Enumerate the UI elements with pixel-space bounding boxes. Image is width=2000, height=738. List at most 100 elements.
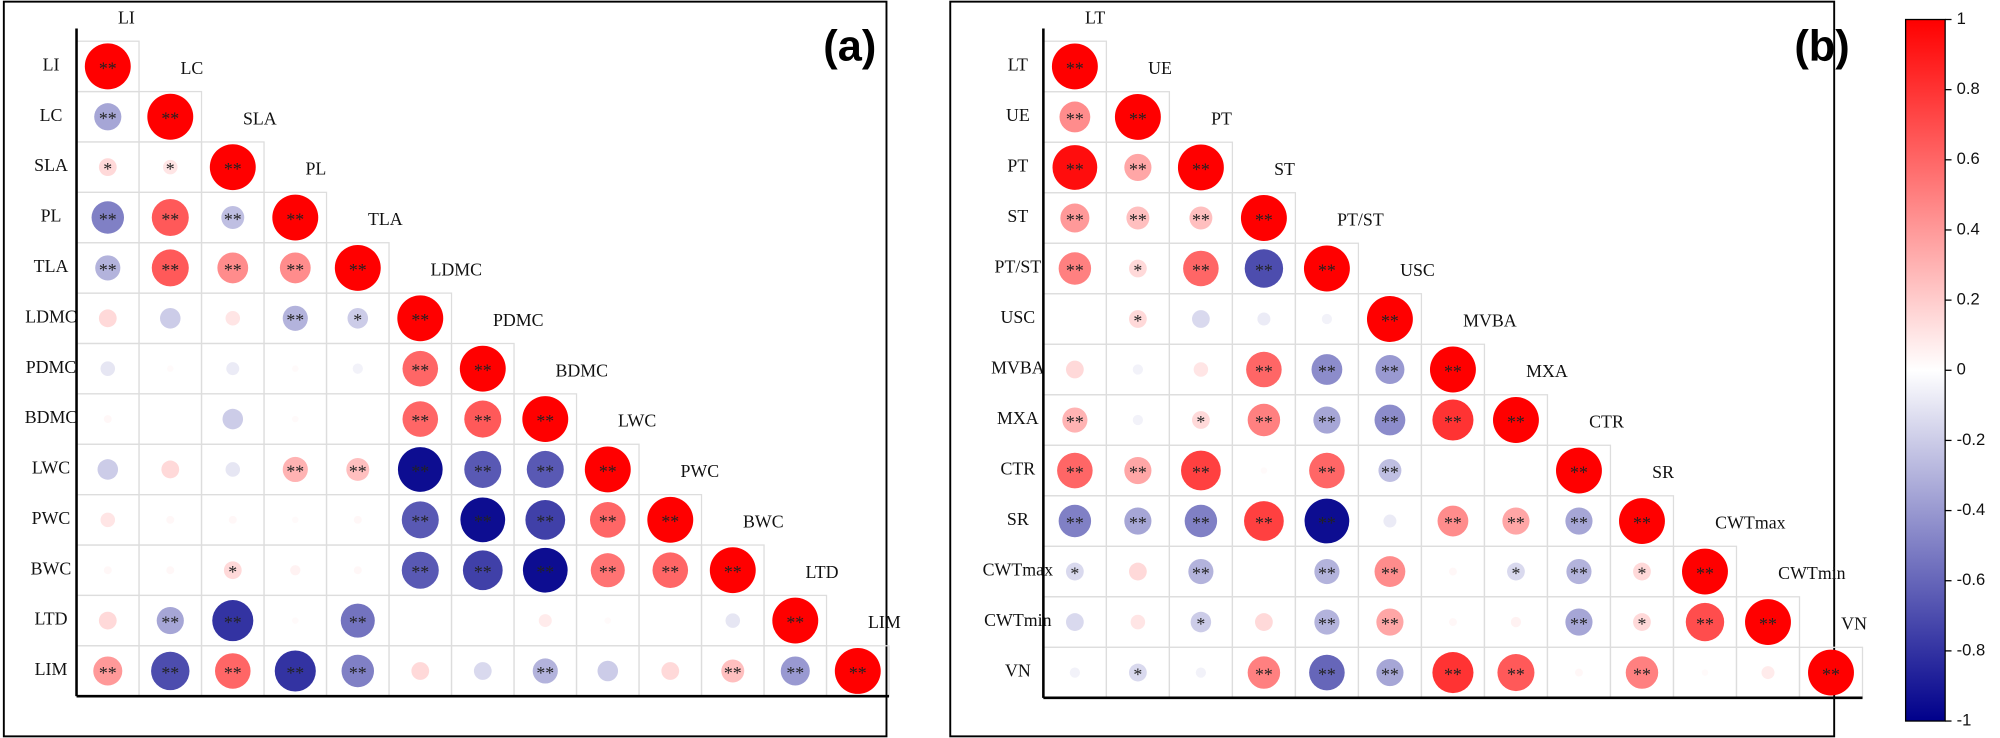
correlation-circle (340, 603, 375, 638)
significance: * (1070, 563, 1079, 583)
correlation-circle (1761, 666, 1775, 680)
correlation-circle (1051, 43, 1098, 90)
significance: ** (786, 613, 804, 633)
correlation-circle (522, 547, 568, 593)
correlation-circle (1565, 608, 1593, 636)
correlation-circle (225, 311, 241, 326)
significance: ** (536, 512, 554, 532)
correlation-circle (282, 305, 308, 331)
significance: ** (286, 260, 304, 280)
column-label: CWTmax (1715, 513, 1785, 533)
significance: ** (1066, 159, 1084, 179)
significance: ** (99, 209, 117, 229)
correlation-circle (1132, 414, 1144, 426)
correlation-circle (1128, 259, 1147, 278)
correlation-circle (1314, 558, 1340, 585)
correlation-circle (522, 396, 569, 443)
significance: ** (1129, 210, 1147, 230)
correlation-circle (94, 103, 122, 131)
significance: ** (1255, 260, 1273, 280)
correlation-circle (292, 617, 299, 624)
correlation-circle (462, 550, 503, 591)
significance: ** (1570, 462, 1588, 482)
correlation-circle (1376, 608, 1404, 636)
significance: ** (99, 109, 117, 129)
correlation-circle (1574, 668, 1583, 677)
correlation-circle (279, 252, 311, 284)
panel-frame (2, 0, 888, 738)
correlation-circle (228, 515, 237, 524)
correlation-circle (589, 502, 626, 538)
significance: ** (1255, 361, 1273, 381)
correlation-circle (98, 158, 117, 177)
correlation-circle (282, 456, 308, 483)
significance: ** (1696, 563, 1714, 583)
row-label: CTR (1001, 459, 1036, 479)
correlation-circle (1058, 252, 1092, 285)
significance: ** (1192, 210, 1210, 230)
significance: ** (474, 512, 492, 532)
significance: ** (161, 663, 179, 683)
significance: ** (349, 260, 367, 280)
column-label: CTR (1589, 412, 1624, 432)
significance: ** (1633, 513, 1651, 533)
significance: ** (1381, 412, 1399, 432)
colorbar-tick-label: -0.2 (1957, 430, 1986, 449)
correlation-circle (163, 159, 178, 175)
significance: ** (161, 109, 179, 129)
correlation-circle (1132, 364, 1144, 375)
significance: ** (1570, 563, 1588, 583)
significance: ** (1318, 260, 1336, 280)
significance: ** (349, 613, 367, 633)
correlation-circle (1497, 654, 1535, 692)
colorbar-tick-label: 0.4 (1957, 219, 1980, 238)
significance: ** (536, 663, 554, 683)
correlation-circle (590, 553, 625, 588)
significance: ** (161, 209, 179, 229)
correlation-circle (346, 457, 370, 481)
correlation-circle (1059, 101, 1091, 133)
correlation-circle (1244, 249, 1284, 288)
correlation-circle (1130, 614, 1146, 630)
cell (638, 594, 703, 647)
row-label: LI (43, 54, 60, 74)
significance: ** (349, 461, 367, 481)
correlation-circle (1062, 407, 1088, 433)
significance: * (1511, 563, 1520, 583)
column-label: ST (1274, 159, 1295, 179)
significance: ** (286, 663, 304, 683)
correlation-circle (1566, 558, 1592, 585)
significance: ** (1192, 260, 1210, 280)
significance: ** (286, 209, 304, 229)
correlation-circle (1745, 599, 1791, 646)
correlation-circle (1069, 667, 1081, 678)
correlation-circle (834, 648, 881, 694)
significance: ** (349, 663, 367, 683)
correlation-circle (1701, 669, 1709, 676)
correlation-circle (1195, 667, 1207, 678)
significance: ** (1066, 513, 1084, 533)
correlation-circle (100, 512, 116, 528)
correlation-circle (721, 659, 745, 683)
correlation-circle (1057, 452, 1093, 489)
significance: * (1638, 614, 1647, 634)
correlation-circle (1183, 250, 1219, 287)
significance: ** (661, 512, 679, 532)
significance: ** (99, 260, 117, 280)
correlation-circle (347, 308, 369, 329)
correlation-circle (1448, 567, 1457, 576)
significance: ** (1381, 563, 1399, 583)
significance: ** (1066, 58, 1084, 78)
correlation-circle (402, 350, 439, 387)
colorbar (1904, 18, 1946, 722)
correlation-circle (401, 501, 439, 539)
correlation-circle (292, 415, 299, 423)
column-label: UE (1148, 58, 1172, 78)
column-label: LWC (618, 411, 656, 431)
significance: * (1196, 614, 1205, 634)
column-label: LDMC (430, 260, 482, 280)
correlation-circle (290, 565, 301, 576)
column-label: LC (180, 58, 203, 78)
column-label: VN (1841, 614, 1867, 634)
correlation-circle (1309, 452, 1345, 489)
